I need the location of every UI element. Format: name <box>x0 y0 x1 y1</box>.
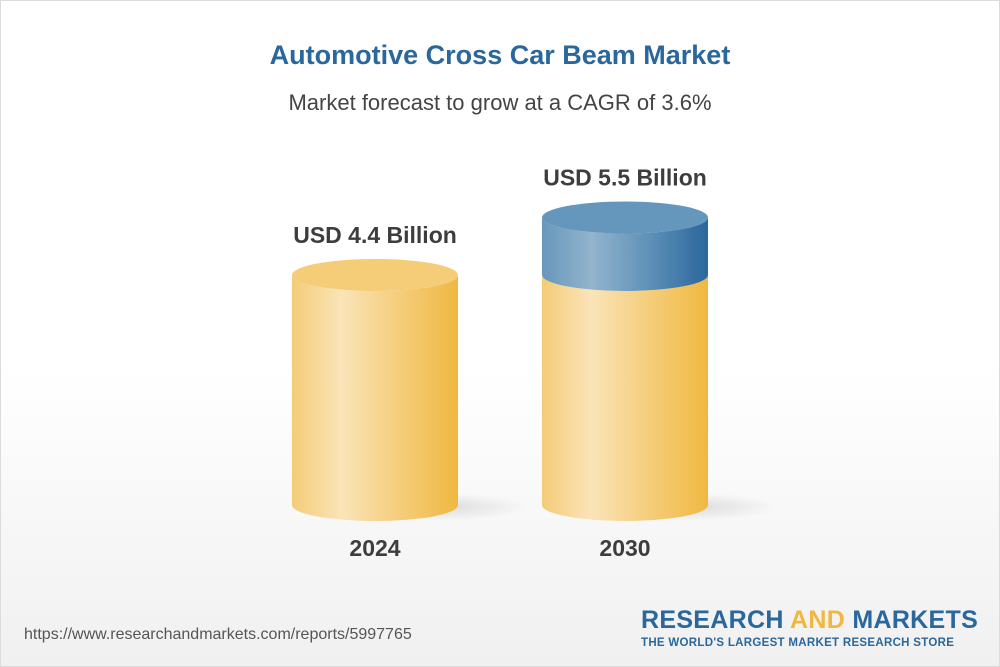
data-label: USD 4.4 Billion <box>293 222 457 248</box>
bar-top-2024 <box>292 259 458 291</box>
logo-text: MARKETS <box>845 606 979 634</box>
bar-top-2030 <box>542 201 708 234</box>
chart-title: Automotive Cross Car Beam Market <box>269 40 731 70</box>
logo-text: RESEARCH <box>641 606 791 634</box>
logo-text-and: AND <box>790 606 846 634</box>
bar-growth-2030 <box>542 217 708 291</box>
data-label: USD 5.5 Billion <box>543 165 707 191</box>
category-label: 2030 <box>599 535 650 561</box>
research-and-markets-logo: RESEARCH AND MARKETS THE WORLD'S LARGEST… <box>641 606 979 649</box>
logo-tagline: THE WORLD'S LARGEST MARKET RESEARCH STOR… <box>641 637 955 649</box>
bar-base-2030 <box>542 275 708 521</box>
bar-base-2024 <box>292 275 458 521</box>
source-url[interactable]: https://www.researchandmarkets.com/repor… <box>24 626 412 643</box>
chart-subtitle: Market forecast to grow at a CAGR of 3.6… <box>288 90 712 115</box>
category-label: 2024 <box>349 535 400 561</box>
